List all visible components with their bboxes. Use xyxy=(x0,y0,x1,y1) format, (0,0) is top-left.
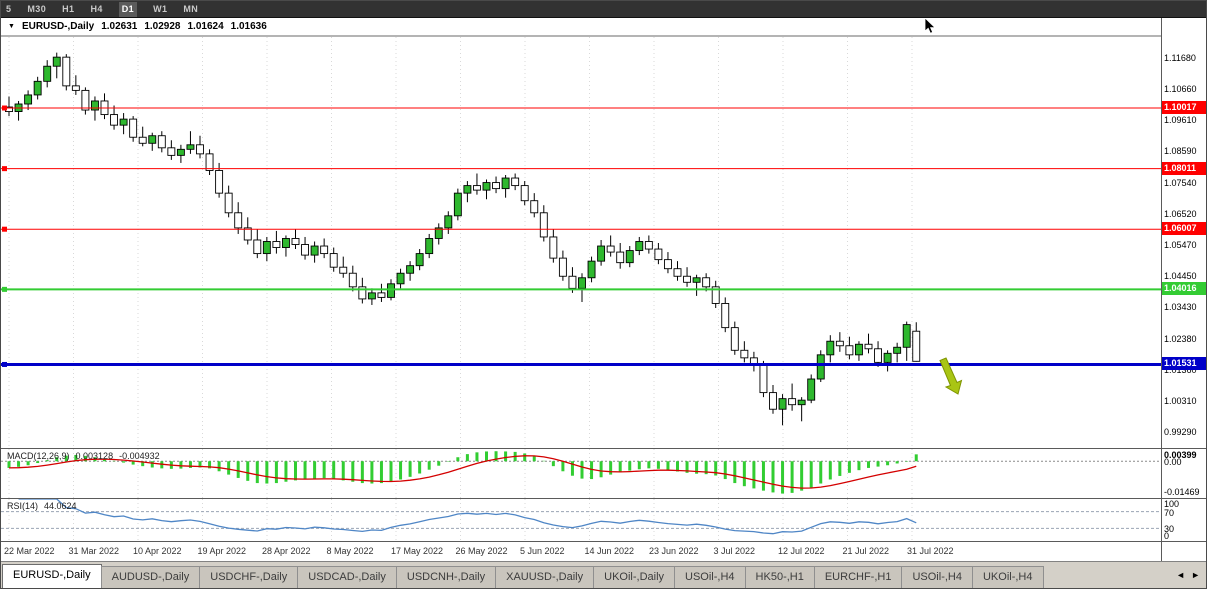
date-tick: 31 Mar 2022 xyxy=(68,546,120,556)
date-tick: 17 May 2022 xyxy=(391,546,444,556)
rsi-line xyxy=(18,499,917,535)
timeframe-button-w1[interactable]: W1 xyxy=(153,3,168,14)
timeframe-button-5[interactable]: 5 xyxy=(6,3,12,14)
tab-scroll-right-icon[interactable]: ► xyxy=(1191,570,1200,580)
timeframe-button-m30[interactable]: M30 xyxy=(27,3,47,14)
date-tick: 31 Jul 2022 xyxy=(907,546,954,556)
tab-scroll-arrows: ◄ ► xyxy=(1170,562,1206,588)
date-tick: 26 May 2022 xyxy=(455,546,508,556)
macd-zero-tick: 0.00 xyxy=(1164,457,1182,468)
candlestick-plot[interactable] xyxy=(1,18,1161,448)
date-tick: 19 Apr 2022 xyxy=(197,546,247,556)
price-tick: 1.00310 xyxy=(1164,396,1197,407)
date-labels: 22 Mar 2022 31 Mar 2022 10 Apr 2022 19 Apr … xyxy=(1,542,1161,563)
symbol-tab-9[interactable]: EURCHF-,H1 xyxy=(813,566,903,588)
rsi-label: RSI(14) 44.0624 xyxy=(7,501,77,511)
symbol-tab-0[interactable]: EURUSD-,Daily xyxy=(2,564,102,588)
date-tick: 14 Jun 2022 xyxy=(584,546,635,556)
price-tick: 1.09610 xyxy=(1164,115,1197,126)
macd-plot[interactable] xyxy=(1,449,1161,498)
chart-title: ▼ EURUSD-,Daily 1.02631 1.02928 1.01624 … xyxy=(8,21,267,32)
rsi-axis: 100 70 30 0 xyxy=(1161,499,1206,541)
rsi-tick-30: 30 xyxy=(1164,524,1175,535)
price-axis[interactable]: 1.11680 1.10660 1.09610 1.08590 1.07540 1.065… xyxy=(1161,18,1206,448)
macd-signal-value: -0.004932 xyxy=(119,451,160,461)
level-price-box: 1.01531 xyxy=(1162,357,1206,371)
date-axis[interactable]: 22 Mar 2022 31 Mar 2022 10 Apr 2022 19 Apr … xyxy=(1,541,1206,563)
symbol-tabs-bar: EURUSD-,Daily AUDUSD-,Daily USDCHF-,Daily U… xyxy=(1,561,1206,588)
price-tick: 1.11680 xyxy=(1164,52,1196,63)
date-tick: 10 Apr 2022 xyxy=(133,546,182,556)
price-tick: 1.05470 xyxy=(1164,240,1197,251)
date-axis-corner xyxy=(1161,542,1206,563)
macd-histogram xyxy=(7,451,918,494)
price-tick: 1.03430 xyxy=(1164,302,1197,313)
chart-symbol-period: EURUSD-,Daily xyxy=(21,21,95,32)
timeframe-button-mn[interactable]: MN xyxy=(183,3,199,14)
date-tick: 3 Jul 2022 xyxy=(713,546,756,556)
date-tick: 23 Jun 2022 xyxy=(649,546,699,556)
price-tick: 1.07540 xyxy=(1164,177,1197,188)
rsi-panel[interactable]: RSI(14) 44.0624 100 70 30 0 xyxy=(1,498,1206,541)
chart-open-value: 1.02631 xyxy=(101,21,138,32)
date-tick: 5 Jun 2022 xyxy=(520,546,565,556)
symbol-tab-10[interactable]: USOil-,H4 xyxy=(901,566,973,588)
level-price-box: 1.04016 xyxy=(1162,282,1206,296)
chart-close-value: 1.01636 xyxy=(230,21,267,32)
rsi-value: 44.0624 xyxy=(44,501,77,511)
symbol-tab-7[interactable]: USOil-,H4 xyxy=(674,566,746,588)
symbol-dropdown-icon[interactable]: ▼ xyxy=(8,23,15,30)
macd-axis: 0.00 0.00399 -0.01469 xyxy=(1161,449,1206,498)
symbol-tab-8[interactable]: HK50-,H1 xyxy=(744,566,815,588)
tab-scroll-left-icon[interactable]: ◄ xyxy=(1176,570,1186,580)
timeframe-toolbar: 5 M30 H1 H4 D1 W1 MN xyxy=(1,1,1206,18)
date-tick: 22 Mar 2022 xyxy=(4,546,55,556)
down-arrow-annotation[interactable] xyxy=(939,357,963,395)
symbol-tab-2[interactable]: USDCHF-,Daily xyxy=(199,566,299,588)
price-tick: 1.10660 xyxy=(1164,83,1197,94)
price-tick: 0.99290 xyxy=(1164,427,1197,438)
macd-panel[interactable]: MACD(12,26,9) 0.003128 -0.004932 0.00 0.0… xyxy=(1,448,1206,498)
rsi-name: RSI(14) xyxy=(7,501,39,511)
price-tick: 1.08590 xyxy=(1164,146,1197,157)
date-tick: 8 May 2022 xyxy=(326,546,374,556)
symbol-tab-6[interactable]: UKOil-,Daily xyxy=(593,566,676,588)
macd-label: MACD(12,26,9) 0.003128 -0.004932 xyxy=(7,451,160,461)
symbol-tab-1[interactable]: AUDUSD-,Daily xyxy=(100,566,201,588)
price-chart-panel[interactable]: ▼ EURUSD-,Daily 1.02631 1.02928 1.01624 … xyxy=(1,17,1206,448)
macd-min-tick: -0.01469 xyxy=(1164,487,1200,497)
symbol-tab-5[interactable]: XAUUSD-,Daily xyxy=(495,566,595,588)
rsi-tick-0: 0 xyxy=(1164,531,1170,541)
macd-name: MACD(12,26,9) xyxy=(7,451,70,461)
date-tick: 12 Jul 2022 xyxy=(778,546,825,556)
symbol-tab-4[interactable]: USDCNH-,Daily xyxy=(395,566,497,588)
price-tick: 1.06520 xyxy=(1164,208,1197,219)
price-tick: 1.04450 xyxy=(1164,271,1197,282)
macd-signal-line xyxy=(8,455,917,489)
timeframe-button-d1[interactable]: D1 xyxy=(118,1,138,17)
price-grid xyxy=(8,37,913,448)
chart-high-value: 1.02928 xyxy=(144,21,181,32)
candlesticks[interactable] xyxy=(5,52,921,426)
date-tick: 21 Jul 2022 xyxy=(842,546,890,556)
level-price-box: 1.08011 xyxy=(1162,161,1206,175)
level-price-box: 1.06007 xyxy=(1162,222,1206,236)
symbol-tab-3[interactable]: USDCAD-,Daily xyxy=(297,566,397,588)
rsi-plot[interactable] xyxy=(1,499,1161,541)
level-price-box: 1.10017 xyxy=(1162,101,1206,115)
date-tick: 28 Apr 2022 xyxy=(262,546,311,556)
price-tick: 1.02380 xyxy=(1164,333,1197,344)
chart-low-value: 1.01624 xyxy=(187,21,224,32)
symbol-tab-11[interactable]: UKOil-,H4 xyxy=(971,566,1044,588)
timeframe-button-h1[interactable]: H1 xyxy=(62,3,75,14)
mouse-cursor-icon xyxy=(924,17,938,40)
rsi-tick-100: 100 xyxy=(1164,499,1180,509)
rsi-tick-70: 70 xyxy=(1164,507,1175,518)
macd-value-box: 0.00399 xyxy=(1164,450,1197,461)
macd-main-value: 0.003128 xyxy=(75,451,114,461)
timeframe-button-h4[interactable]: H4 xyxy=(90,3,103,14)
horizontal-levels[interactable] xyxy=(1,105,1161,367)
